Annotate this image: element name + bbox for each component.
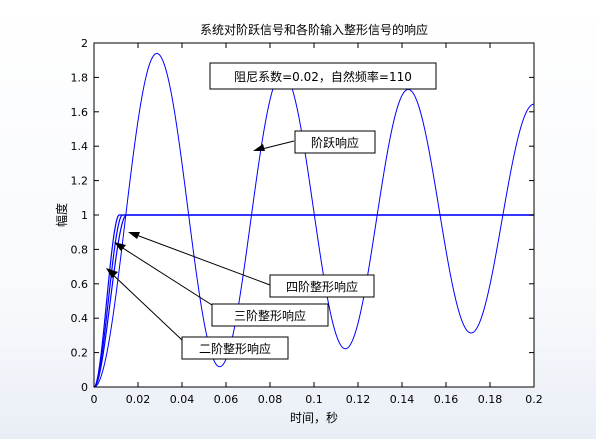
annotation-order2-arrow bbox=[109, 271, 183, 341]
annotation-order2-label: 二阶整形响应 bbox=[199, 341, 271, 356]
y-tick-label: 0.2 bbox=[71, 347, 89, 360]
x-tick-label: 0.18 bbox=[478, 393, 503, 406]
x-tick-label: 0.1 bbox=[305, 393, 323, 406]
annotation-order3-box bbox=[211, 303, 329, 327]
x-tick-label: 0.04 bbox=[170, 393, 195, 406]
series-layer bbox=[93, 52, 534, 388]
annotation-order3-label: 三阶整形响应 bbox=[234, 308, 306, 323]
annotation-step-box bbox=[294, 130, 376, 154]
x-tick-label: 0.08 bbox=[258, 393, 283, 406]
annotation-step-arrowhead bbox=[253, 144, 265, 151]
x-tick-label: 0.14 bbox=[390, 393, 415, 406]
annotation-order3: 三阶整形响应 bbox=[114, 242, 329, 327]
y-tick-label: 1.4 bbox=[71, 140, 89, 153]
x-tick-label: 0.2 bbox=[525, 393, 543, 406]
y-axis-label: 幅度 bbox=[54, 203, 69, 227]
annotation-order2-box bbox=[181, 336, 289, 360]
series-step-response bbox=[93, 52, 534, 388]
annotation-order3-arrow bbox=[117, 244, 213, 306]
y-tick-label: 2 bbox=[81, 37, 88, 50]
x-tick-label: 0.16 bbox=[434, 393, 459, 406]
y-tick-label: 1.6 bbox=[71, 106, 89, 119]
info-box-text: 阻尼系数=0.02，自然频率=110 bbox=[234, 69, 412, 84]
y-tick-label: 0 bbox=[81, 381, 88, 394]
x-axis-ticks: 0 0.02 0.04 0.06 0.08 0.1 0.12 0.14 0.16 0.18 0.2 bbox=[91, 43, 543, 406]
chart-title: 系统对阶跃信号和各阶输入整形信号的响应 bbox=[200, 22, 428, 37]
annotation-order2-arrowhead bbox=[106, 268, 118, 278]
annotation-step: 阶跃响应 bbox=[253, 130, 376, 154]
x-tick-label: 0.12 bbox=[346, 393, 371, 406]
annotation-order4: 四阶整形响应 bbox=[128, 232, 375, 298]
x-tick-label: 0.02 bbox=[126, 393, 151, 406]
y-tick-label: 1 bbox=[81, 209, 88, 222]
y-tick-label: 0.6 bbox=[71, 278, 89, 291]
annotation-order4-label: 四阶整形响应 bbox=[286, 279, 358, 294]
info-box bbox=[209, 62, 437, 90]
annotation-step-label: 阶跃响应 bbox=[311, 135, 359, 150]
y-tick-label: 1.8 bbox=[71, 71, 89, 84]
y-axis-ticks: 0 0.2 0.4 0.6 0.8 1 1.2 1.4 1.6 1.8 2 bbox=[71, 37, 534, 394]
annotation-order4-box bbox=[269, 274, 375, 298]
annotation-order4-arrow bbox=[130, 232, 271, 286]
x-axis-label: 时间，秒 bbox=[290, 411, 338, 425]
series-order4-response bbox=[93, 214, 534, 388]
annotation-order2: 二阶整形响应 bbox=[106, 268, 289, 360]
x-tick-label: 0.06 bbox=[214, 393, 239, 406]
annotation-order3-arrowhead bbox=[114, 242, 126, 251]
y-tick-label: 0.4 bbox=[71, 312, 89, 325]
y-tick-label: 0.8 bbox=[71, 243, 89, 256]
x-tick-label: 0 bbox=[91, 393, 98, 406]
y-tick-label: 1.2 bbox=[71, 175, 89, 188]
annotation-order4-arrowhead bbox=[128, 232, 140, 239]
